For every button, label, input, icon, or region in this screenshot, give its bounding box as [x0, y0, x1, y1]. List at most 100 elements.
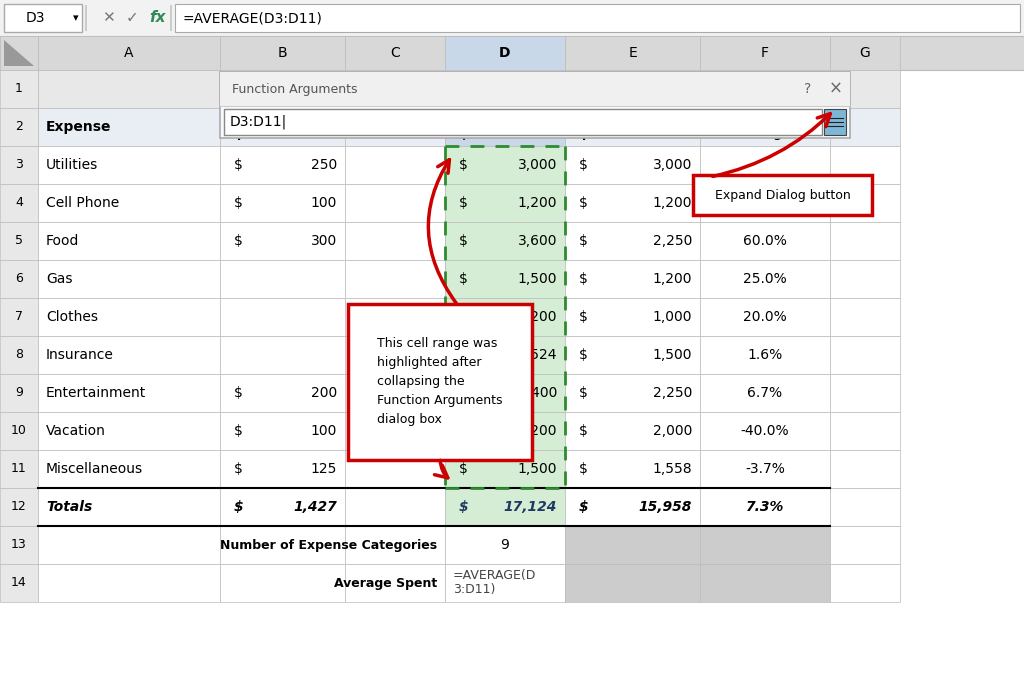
Bar	[700, 488, 830, 526]
Bar	[345, 488, 445, 526]
Bar	[445, 70, 565, 108]
Text: 1,200: 1,200	[517, 424, 557, 438]
Text: 9: 9	[501, 538, 509, 552]
Bar	[85, 5, 87, 31]
Bar	[38, 146, 220, 184]
Text: $: $	[234, 234, 243, 248]
Text: Expand Dialog button: Expand Dialog button	[715, 189, 850, 201]
Text: $: $	[579, 310, 588, 324]
Bar	[38, 108, 220, 146]
Bar	[38, 70, 900, 108]
Text: ✕: ✕	[101, 10, 115, 25]
Text: ▾: ▾	[73, 13, 79, 23]
Text: 2: 2	[15, 120, 23, 134]
Text: $: $	[579, 500, 589, 514]
Text: 125: 125	[310, 462, 337, 476]
Bar	[445, 336, 565, 374]
Bar	[445, 526, 565, 564]
Text: 1,524: 1,524	[517, 348, 557, 362]
Text: fx: fx	[148, 10, 165, 25]
Text: Spend: Spend	[228, 127, 272, 140]
Bar	[565, 488, 700, 526]
Text: 10: 10	[11, 424, 27, 438]
Text: $: $	[459, 348, 468, 362]
Text: =AVERAGE(D: =AVERAGE(D	[453, 570, 537, 582]
Text: of Total: of Total	[369, 127, 421, 140]
Bar	[0, 298, 38, 336]
Text: 1.6%: 1.6%	[748, 348, 782, 362]
Text: $: $	[459, 462, 468, 476]
Bar	[345, 108, 445, 146]
Text: $: $	[459, 158, 468, 172]
Bar	[565, 222, 700, 260]
Bar	[565, 412, 700, 450]
Bar	[700, 374, 830, 412]
FancyBboxPatch shape	[224, 109, 822, 135]
Text: 3: 3	[15, 159, 23, 171]
Bar	[345, 70, 445, 108]
Bar	[220, 564, 345, 602]
Bar	[220, 146, 345, 184]
FancyBboxPatch shape	[4, 4, 82, 32]
Bar	[38, 412, 220, 450]
Bar	[220, 70, 345, 108]
Bar	[445, 298, 565, 336]
Text: Number of Expense Categories: Number of Expense Categories	[220, 538, 437, 552]
Bar	[830, 260, 900, 298]
Text: Last Year: Last Year	[573, 113, 638, 127]
Text: $: $	[579, 234, 588, 248]
Text: $: $	[459, 196, 468, 210]
Text: ?: ?	[805, 82, 812, 96]
Text: 6: 6	[15, 273, 23, 285]
Bar	[38, 526, 220, 564]
Bar	[830, 336, 900, 374]
Text: Food: Food	[46, 234, 80, 248]
Text: Average Spent: Average Spent	[334, 577, 437, 589]
Text: Spend: Spend	[453, 127, 497, 140]
Bar	[700, 526, 830, 564]
Bar	[345, 146, 445, 184]
Bar	[345, 36, 445, 70]
Bar	[38, 260, 220, 298]
Bar	[220, 72, 850, 106]
Bar	[700, 184, 830, 222]
Text: $: $	[234, 424, 243, 438]
Text: 1,200: 1,200	[652, 272, 692, 286]
Bar	[565, 184, 700, 222]
Bar	[700, 108, 830, 146]
Text: F: F	[761, 46, 769, 60]
Bar	[445, 564, 565, 602]
Bar	[565, 260, 700, 298]
Text: -40.0%: -40.0%	[740, 424, 790, 438]
Bar	[830, 108, 900, 146]
Text: 11: 11	[11, 463, 27, 475]
Text: 12: 12	[11, 500, 27, 514]
Bar	[445, 184, 565, 222]
Bar	[345, 298, 445, 336]
Text: 2,250: 2,250	[652, 386, 692, 400]
Text: 1,558: 1,558	[652, 462, 692, 476]
Text: D3:D11|: D3:D11|	[230, 115, 288, 129]
Text: 7: 7	[15, 310, 23, 324]
Bar	[565, 146, 700, 184]
Bar	[345, 450, 445, 488]
Bar	[824, 109, 846, 135]
Bar	[445, 36, 565, 70]
Text: $: $	[579, 158, 588, 172]
Text: Cell Phone: Cell Phone	[46, 196, 119, 210]
Bar	[0, 374, 38, 412]
Bar	[0, 488, 38, 526]
Bar	[0, 260, 38, 298]
Bar	[0, 222, 38, 260]
Text: Change: Change	[738, 127, 792, 140]
Bar	[220, 488, 345, 526]
FancyArrowPatch shape	[434, 461, 447, 478]
Text: Monthly: Monthly	[228, 113, 285, 127]
Text: 13: 13	[11, 538, 27, 552]
FancyBboxPatch shape	[348, 303, 532, 460]
Text: $: $	[459, 272, 468, 286]
Bar	[38, 374, 220, 412]
Text: Clothes: Clothes	[46, 310, 98, 324]
Bar	[220, 450, 345, 488]
Bar	[700, 412, 830, 450]
